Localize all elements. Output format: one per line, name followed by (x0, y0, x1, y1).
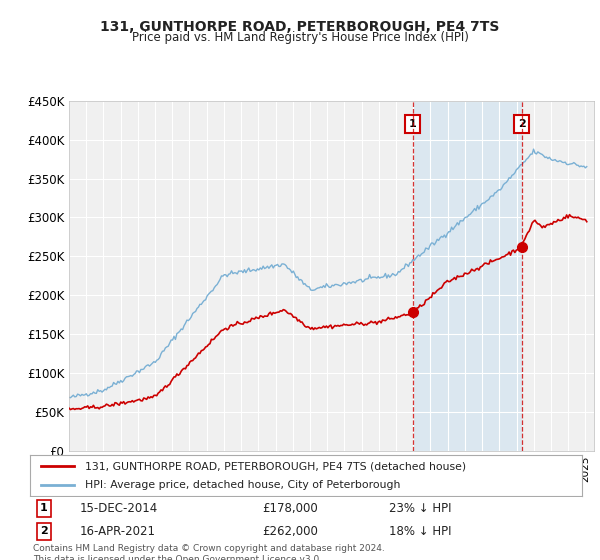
Text: 15-DEC-2014: 15-DEC-2014 (80, 502, 158, 515)
Text: 131, GUNTHORPE ROAD, PETERBOROUGH, PE4 7TS: 131, GUNTHORPE ROAD, PETERBOROUGH, PE4 7… (100, 20, 500, 34)
Text: Contains HM Land Registry data © Crown copyright and database right 2024.
This d: Contains HM Land Registry data © Crown c… (33, 544, 385, 560)
Bar (413, 101, 521, 451)
Text: HPI: Average price, detached house, City of Peterborough: HPI: Average price, detached house, City… (85, 480, 401, 489)
Text: 18% ↓ HPI: 18% ↓ HPI (389, 525, 451, 538)
Text: 2: 2 (518, 119, 526, 129)
Text: 23% ↓ HPI: 23% ↓ HPI (389, 502, 451, 515)
Text: £262,000: £262,000 (262, 525, 318, 538)
Text: Price paid vs. HM Land Registry's House Price Index (HPI): Price paid vs. HM Land Registry's House … (131, 31, 469, 44)
Text: £178,000: £178,000 (262, 502, 317, 515)
Text: 1: 1 (409, 119, 416, 129)
Text: 131, GUNTHORPE ROAD, PETERBOROUGH, PE4 7TS (detached house): 131, GUNTHORPE ROAD, PETERBOROUGH, PE4 7… (85, 461, 466, 471)
Text: 16-APR-2021: 16-APR-2021 (80, 525, 155, 538)
Text: 1: 1 (40, 503, 47, 513)
Text: 2: 2 (40, 526, 47, 536)
